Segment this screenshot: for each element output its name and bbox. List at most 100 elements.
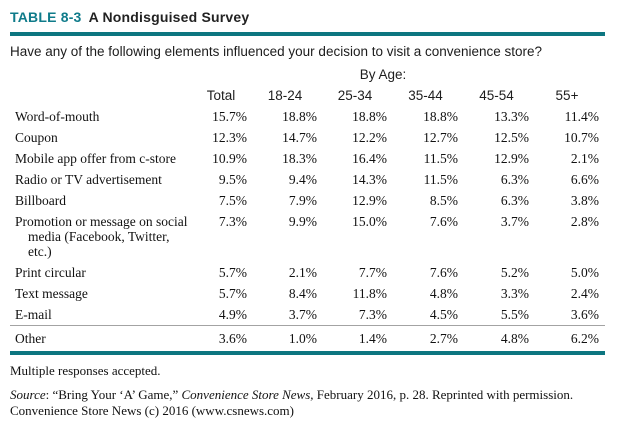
value-cell: 16.4% — [352, 151, 387, 166]
value-cell: 9.5% — [218, 172, 247, 187]
value-cell: 18.8% — [423, 109, 458, 124]
value-cell: 4.8% — [464, 325, 535, 349]
value-cell: 13.3% — [494, 109, 529, 124]
table-number-label: TABLE 8-3 — [10, 9, 82, 25]
value-cell: 15.0% — [352, 214, 387, 229]
value-cell: 3.7% — [288, 307, 317, 322]
value-cell: 11.5% — [423, 151, 458, 166]
row-label: Text message — [15, 286, 88, 301]
value-cell: 2.8% — [570, 214, 600, 229]
value-cell: 2.1% — [570, 151, 600, 166]
value-cell: 11.8% — [352, 286, 387, 301]
value-cell: 11.5% — [423, 172, 458, 187]
value-cell: 18.8% — [352, 109, 387, 124]
value-cell: 5.7% — [218, 286, 247, 301]
table-row: Other 3.6% 1.0% 1.4% 2.7% 4.8% 6.2% — [10, 325, 606, 349]
source-line: Source: “Bring Your ‘A’ Game,” Convenien… — [10, 387, 602, 419]
row-label: Mobile app offer from c-store — [15, 151, 176, 166]
value-cell: 7.3% — [358, 307, 387, 322]
value-cell: 9.4% — [288, 172, 317, 187]
value-cell: 4.5% — [429, 307, 458, 322]
table-row: Text message 5.7% 8.4% 11.8% 4.8% 3.3% 2.4% — [10, 283, 605, 304]
row-label: E-mail — [15, 307, 52, 322]
empty-corner-cell — [10, 64, 195, 85]
value-cell: 12.9% — [494, 151, 529, 166]
value-cell: 12.7% — [423, 130, 458, 145]
survey-table: By Age: Total 18-24 25-34 35-44 45-54 55+ Wor… — [10, 64, 606, 349]
value-cell: 12.3% — [212, 130, 247, 145]
column-header: 18-24 — [267, 88, 303, 103]
table-row: Radio or TV advertisement 9.5% 9.4% 14.3% 11… — [10, 169, 605, 190]
value-cell: 2.1% — [288, 265, 317, 280]
value-cell: 10.7% — [564, 130, 600, 145]
value-cell: 3.6% — [195, 325, 253, 349]
value-cell: 3.7% — [500, 214, 529, 229]
table-row: Mobile app offer from c-store 10.9% 18.3% 1… — [10, 148, 605, 169]
column-header: 35-44 — [408, 88, 443, 103]
column-header-row: Total 18-24 25-34 35-44 45-54 55+ — [10, 85, 605, 106]
row-label: Print circular — [15, 265, 86, 280]
column-header: 55+ — [555, 88, 579, 103]
table-title: A Nondisguised Survey — [88, 9, 250, 25]
table-body: Word-of-mouth 15.7% 18.8% 18.8% 18.8% 13.3% 11… — [10, 106, 606, 349]
source-segment-italic: Convenience Store News, — [181, 387, 314, 402]
value-cell: 18.8% — [282, 109, 317, 124]
row-label: Radio or TV advertisement — [15, 172, 162, 187]
value-cell: 3.8% — [570, 193, 600, 208]
value-cell: 3.3% — [500, 286, 529, 301]
value-cell: 8.4% — [288, 286, 317, 301]
group-header-row: By Age: — [10, 64, 605, 85]
value-cell: 4.9% — [218, 307, 247, 322]
value-cell: 7.6% — [429, 265, 458, 280]
value-cell: 4.8% — [429, 286, 458, 301]
value-cell: 8.5% — [429, 193, 458, 208]
value-cell: 5.5% — [500, 307, 529, 322]
value-cell: 14.3% — [352, 172, 387, 187]
value-cell: 7.5% — [218, 193, 247, 208]
value-cell: 18.3% — [282, 151, 317, 166]
value-cell: 6.6% — [570, 172, 600, 187]
source-segment-italic: Source — [10, 387, 46, 402]
table-row: Coupon 12.3% 14.7% 12.2% 12.7% 12.5% 10.7% — [10, 127, 605, 148]
value-cell: 6.2% — [535, 325, 606, 349]
value-cell: 12.5% — [494, 130, 529, 145]
footnote: Multiple responses accepted. — [10, 363, 161, 378]
source-segment: February 2016, p. 28. Reprinted with per… — [10, 387, 574, 418]
value-cell: 7.9% — [288, 193, 317, 208]
row-label: Promotion or message on social media (Fa… — [15, 214, 188, 259]
value-cell: 6.3% — [500, 172, 529, 187]
value-cell: 15.7% — [212, 109, 247, 124]
value-cell: 2.4% — [570, 286, 600, 301]
table-row: Word-of-mouth 15.7% 18.8% 18.8% 18.8% 13.3% 11… — [10, 106, 605, 127]
value-cell: 12.2% — [352, 130, 387, 145]
row-label: Billboard — [15, 193, 66, 208]
table-row: Promotion or message on social media (Fa… — [10, 211, 605, 262]
column-header: 45-54 — [479, 88, 514, 103]
value-cell: 7.7% — [358, 265, 387, 280]
value-cell: 7.6% — [429, 214, 458, 229]
value-cell: 6.3% — [500, 193, 529, 208]
value-cell: 12.9% — [352, 193, 387, 208]
column-header: 25-34 — [337, 88, 373, 103]
value-cell: 2.7% — [393, 325, 464, 349]
survey-question: Have any of the following elements influ… — [10, 44, 543, 59]
value-cell: 7.3% — [218, 214, 247, 229]
table-row: Billboard 7.5% 7.9% 12.9% 8.5% 6.3% 3.8% — [10, 190, 605, 211]
bottom-divider-rule — [10, 351, 605, 355]
by-age-label: By Age: — [359, 67, 407, 82]
value-cell: 5.2% — [500, 265, 529, 280]
value-cell: 9.9% — [288, 214, 317, 229]
value-cell: 1.4% — [323, 325, 393, 349]
column-header: Total — [206, 88, 236, 103]
value-cell: 11.4% — [564, 109, 600, 124]
row-label: Coupon — [15, 130, 58, 145]
value-cell: 3.6% — [570, 307, 600, 322]
row-label: Other — [10, 325, 195, 349]
top-divider-rule — [10, 32, 605, 36]
value-cell: 5.7% — [218, 265, 247, 280]
value-cell: 5.0% — [570, 265, 600, 280]
value-cell: 1.0% — [253, 325, 323, 349]
table-caption: TABLE 8-3 A Nondisguised Survey — [10, 8, 605, 26]
row-label: Word-of-mouth — [15, 109, 100, 124]
